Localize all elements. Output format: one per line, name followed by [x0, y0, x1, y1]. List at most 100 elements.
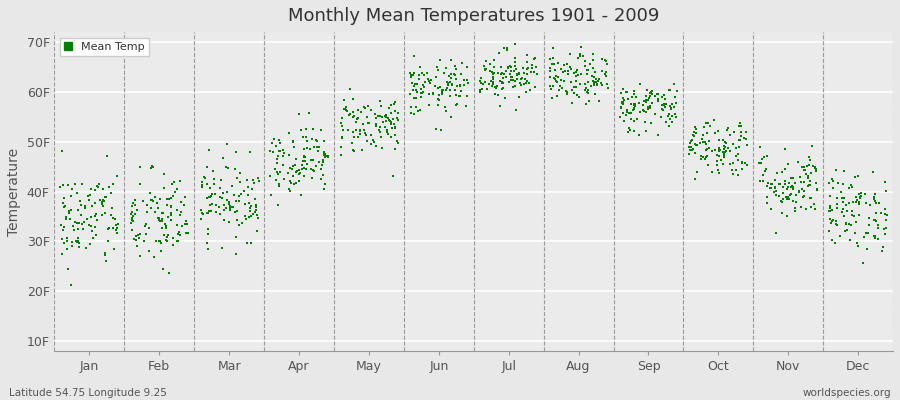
Point [558, 68, 572, 74]
Point [374, 124, 388, 130]
Point [486, 76, 500, 82]
Point [413, 63, 428, 70]
Point [800, 172, 814, 179]
Point [197, 174, 211, 180]
Point [506, 84, 520, 90]
Point [358, 130, 373, 136]
Point [240, 192, 255, 198]
Point [598, 69, 613, 75]
Point [650, 91, 664, 97]
Point [198, 175, 212, 182]
Point [571, 72, 585, 78]
Point [723, 131, 737, 138]
Point [271, 148, 285, 154]
Point [391, 140, 405, 146]
Point [140, 202, 155, 208]
Point [494, 70, 508, 76]
Point [839, 220, 853, 227]
Point [170, 238, 184, 244]
Point [374, 103, 388, 110]
Point [786, 186, 800, 192]
Point [763, 180, 778, 187]
Point [350, 116, 365, 122]
Point [54, 222, 68, 228]
Point [319, 153, 333, 159]
Point [759, 166, 773, 172]
Point [64, 207, 78, 214]
Point [158, 224, 173, 231]
Point [578, 81, 592, 87]
Point [266, 149, 280, 155]
Point [166, 242, 181, 249]
Point [639, 109, 653, 115]
Point [297, 173, 311, 179]
Point [507, 68, 521, 74]
Point [717, 150, 732, 156]
Point [436, 70, 451, 76]
Point [572, 94, 587, 100]
Point [736, 135, 751, 142]
Point [843, 182, 858, 188]
Point [479, 58, 493, 64]
Point [133, 181, 148, 188]
Point [161, 196, 176, 202]
Point [644, 89, 658, 95]
Point [504, 68, 518, 74]
Point [144, 204, 158, 211]
Point [804, 204, 818, 210]
Point [286, 139, 301, 145]
Point [788, 192, 803, 198]
Point [487, 57, 501, 63]
Point [556, 69, 571, 75]
Point [109, 226, 123, 233]
Point [95, 203, 110, 210]
Point [164, 202, 178, 209]
Point [157, 210, 171, 217]
Point [485, 74, 500, 80]
Point [620, 89, 634, 95]
Point [733, 137, 747, 144]
Point [307, 168, 321, 175]
Point [838, 228, 852, 234]
Point [868, 217, 882, 223]
Point [776, 196, 790, 202]
Point [388, 99, 402, 105]
Point [767, 189, 781, 195]
Point [406, 86, 420, 93]
Point [700, 161, 715, 168]
Point [860, 246, 874, 252]
Point [430, 64, 445, 71]
Point [356, 120, 371, 127]
Point [440, 80, 454, 86]
Point [126, 218, 140, 224]
Point [655, 106, 670, 112]
Point [798, 171, 813, 178]
Point [226, 204, 240, 210]
Point [76, 226, 90, 232]
Point [524, 69, 538, 76]
Point [443, 93, 457, 99]
Point [585, 64, 599, 71]
Point [220, 189, 234, 195]
Point [546, 55, 561, 61]
Point [717, 152, 732, 158]
Point [870, 236, 885, 242]
Point [301, 145, 315, 152]
Point [71, 207, 86, 214]
Point [87, 213, 102, 220]
Point [238, 213, 252, 220]
Point [590, 81, 604, 87]
Point [543, 56, 557, 62]
Point [374, 134, 388, 140]
Point [453, 81, 467, 88]
Point [59, 214, 74, 220]
Point [486, 81, 500, 87]
Point [809, 165, 824, 172]
Point [106, 181, 121, 188]
Point [868, 210, 883, 216]
Point [543, 83, 557, 89]
Point [578, 87, 592, 93]
Point [164, 217, 178, 223]
Point [58, 216, 73, 222]
Point [482, 61, 497, 67]
